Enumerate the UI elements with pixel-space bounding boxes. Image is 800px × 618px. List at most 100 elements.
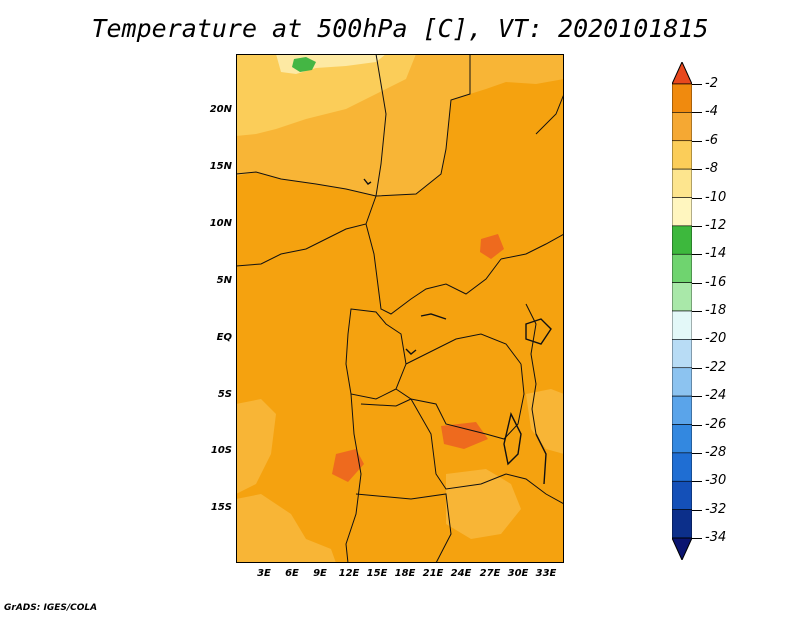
colorbar-label: -10 — [705, 189, 727, 205]
colorbar-label: -14 — [705, 246, 727, 262]
border-chad-sudan — [375, 54, 471, 197]
colorbar-swatch — [672, 112, 692, 142]
colorbar-label: -26 — [705, 416, 727, 432]
border-ethiopia — [535, 93, 564, 135]
grads-credit: GrADS: IGES/COLA — [4, 603, 98, 613]
lat-label-eq: EQ — [216, 332, 232, 343]
colorbar-swatch — [672, 168, 692, 198]
lat-label-10s: 10S — [210, 445, 232, 456]
colorbar-swatch — [672, 282, 692, 312]
colorbar-tick — [692, 84, 702, 85]
colorbar-tick — [692, 509, 702, 511]
lon-label-30e: 30E — [507, 568, 529, 579]
zone-east-light — [526, 389, 564, 454]
map-title: Temperature at 500hPa [C], VT: 202010181… — [91, 14, 709, 43]
border-mozambique — [505, 473, 564, 505]
border-zambia — [410, 398, 507, 490]
colorbar-tick — [692, 452, 702, 454]
lon-label-6e: 6E — [285, 568, 299, 579]
lakes-and-coast — [363, 178, 552, 485]
river-congo-2 — [405, 348, 417, 355]
border-car — [365, 223, 502, 315]
colorbar-swatch — [672, 83, 692, 113]
colorbar-arrow-top — [672, 62, 692, 85]
colorbar-swatch — [672, 253, 692, 283]
zone-green-patch — [292, 57, 316, 72]
colorbar-arrow-bottom — [672, 537, 692, 560]
colorbar-label: -34 — [705, 530, 727, 545]
colorbar-label: -12 — [705, 217, 727, 233]
colorbar-tick — [692, 396, 702, 398]
colorbar-label: -22 — [705, 359, 727, 375]
border-drc-east — [395, 363, 525, 440]
border-nigeria-cameroon — [236, 195, 377, 267]
colorbar-swatch — [672, 367, 692, 397]
colorbar-label: -32 — [705, 501, 727, 517]
colorbar-tick — [692, 197, 702, 199]
colorbar-tick — [692, 311, 702, 312]
temperature-map — [236, 54, 564, 563]
lon-label-33e: 33E — [535, 568, 557, 579]
river-congo-1 — [420, 313, 447, 320]
border-chad-niger — [375, 54, 387, 197]
lon-label-27e: 27E — [479, 568, 501, 579]
colorbar-swatch — [672, 480, 692, 510]
zone-hot-spot-1 — [480, 234, 504, 259]
zone-hot-spot-2 — [332, 449, 364, 482]
lon-label-15e: 15E — [366, 568, 388, 579]
colorbar-label: -2 — [705, 76, 718, 91]
colorbar-tick — [692, 169, 702, 171]
colorbar-tick — [692, 367, 702, 369]
border-south-sudan — [500, 233, 564, 260]
lat-label-15s: 15S — [210, 502, 232, 513]
colorbar-label: -4 — [705, 104, 718, 120]
lat-label-15n: 15N — [209, 161, 232, 172]
colorbar-swatch — [672, 339, 692, 369]
zone-hot-spot-3 — [441, 422, 488, 449]
lon-label-24e: 24E — [450, 568, 472, 579]
colorbar-tick — [692, 254, 702, 256]
colorbar-swatch — [672, 140, 692, 170]
lon-label-18e: 18E — [394, 568, 416, 579]
colorbar-label: -28 — [705, 444, 727, 460]
colorbar-tick — [692, 538, 702, 539]
lon-label-12e: 12E — [338, 568, 360, 579]
colorbar-label: -6 — [705, 132, 718, 148]
colorbar-tick — [692, 424, 702, 426]
lon-label-3e: 3E — [257, 568, 271, 579]
colorbar-swatch — [672, 225, 692, 255]
colorbar-label: -16 — [705, 274, 727, 290]
colorbar-swatch — [672, 395, 692, 425]
lake-victoria — [525, 318, 552, 345]
lat-label-20n: 20N — [209, 104, 232, 115]
colorbar-tick — [692, 112, 702, 114]
colorbar-label: -24 — [705, 388, 727, 404]
border-angola-north — [360, 398, 412, 407]
colorbar-label: -18 — [705, 303, 727, 318]
lake-chad — [363, 178, 372, 185]
colorbar-swatch — [672, 424, 692, 454]
colorbar-swatch — [672, 197, 692, 227]
lat-label-5s: 5S — [217, 389, 232, 400]
colorbar-swatch — [672, 509, 692, 539]
zone-west-light-1 — [236, 399, 276, 494]
country-borders — [236, 54, 564, 563]
colorbar — [672, 62, 692, 560]
colorbar-swatch — [672, 452, 692, 482]
zone-southwest-light — [236, 494, 336, 563]
colorbar-swatch — [672, 310, 692, 340]
lake-malawi — [535, 433, 547, 485]
colorbar-tick — [692, 225, 702, 227]
border-drc-north — [405, 333, 522, 365]
map-border — [236, 54, 564, 563]
border-sahel-line — [236, 171, 377, 197]
colorbar-label: -30 — [705, 473, 727, 489]
colorbar-tick — [692, 140, 702, 142]
zone-sahara-yellow — [236, 54, 416, 136]
colorbar-tick — [692, 339, 702, 341]
lon-label-9e: 9E — [313, 568, 327, 579]
colorbar-label: -8 — [705, 161, 718, 177]
colorbar-tick — [692, 481, 702, 483]
lake-tanganyika — [503, 411, 522, 466]
lat-label-5n: 5N — [216, 275, 232, 286]
